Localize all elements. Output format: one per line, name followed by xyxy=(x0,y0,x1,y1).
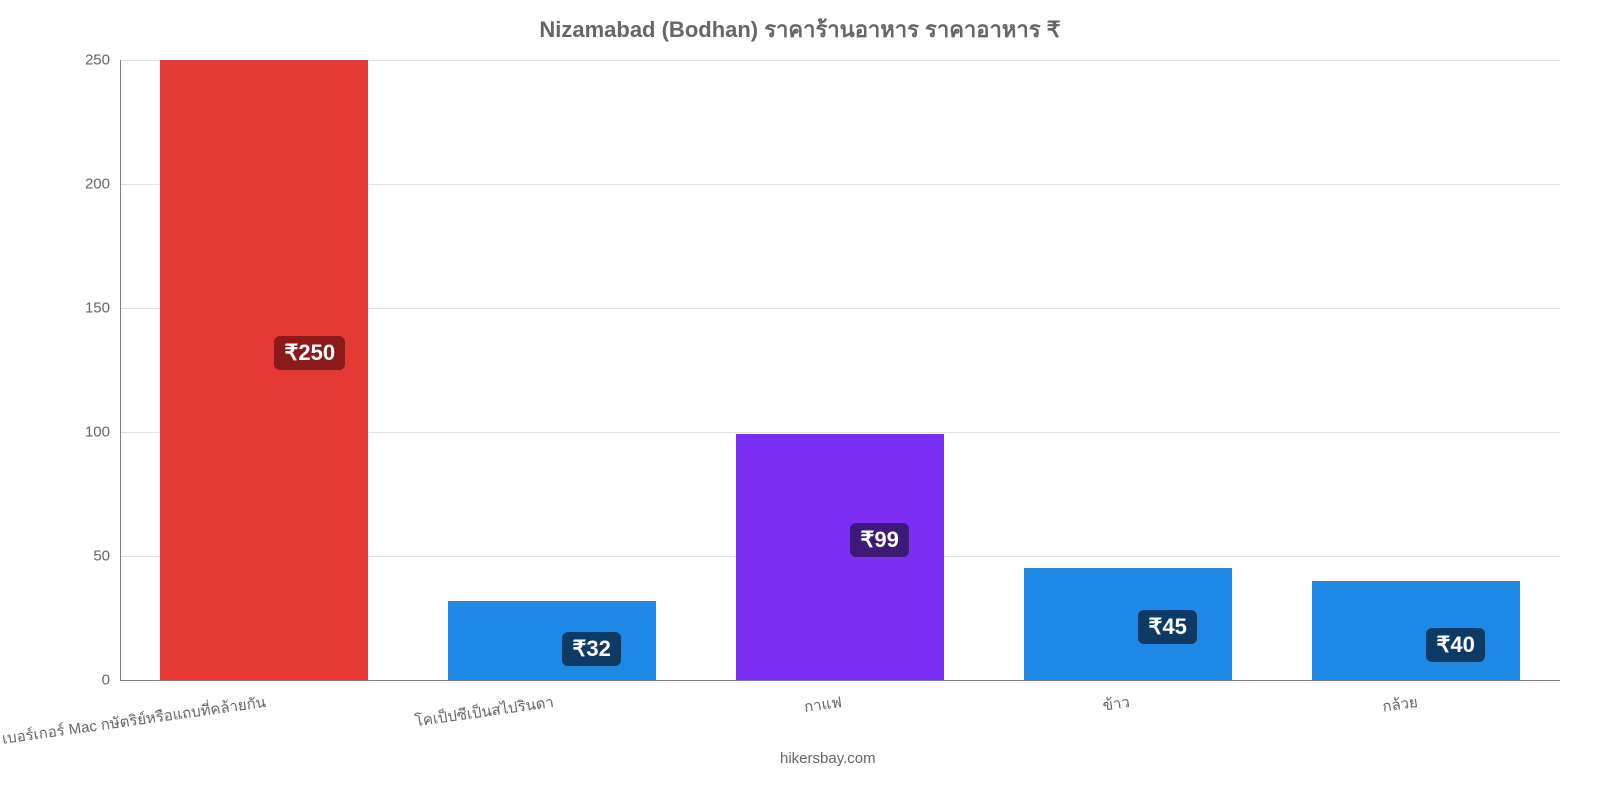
value-label: ₹250 xyxy=(274,336,345,370)
y-tick-label: 200 xyxy=(50,176,110,193)
bar xyxy=(1312,581,1519,680)
value-label: ₹32 xyxy=(562,632,620,666)
x-tick-label: โคเป็ปซีเป็นสไปรินดา xyxy=(255,690,555,756)
bar xyxy=(448,601,655,680)
y-axis xyxy=(120,60,121,680)
y-tick-label: 50 xyxy=(50,548,110,565)
chart-container: Nizamabad (Bodhan) ราคาร้านอาหาร ราคาอาห… xyxy=(0,0,1600,800)
y-tick-label: 0 xyxy=(50,672,110,689)
bar xyxy=(1024,568,1231,680)
x-axis xyxy=(120,680,1560,681)
chart-title: Nizamabad (Bodhan) ราคาร้านอาหาร ราคาอาห… xyxy=(0,12,1600,47)
source-label: hikersbay.com xyxy=(780,750,876,767)
y-tick-label: 150 xyxy=(50,300,110,317)
bar xyxy=(160,60,367,680)
value-label: ₹40 xyxy=(1426,628,1484,662)
x-tick-label: เบอร์เกอร์ Mac กษัตริย์หรือแถบที่คล้ายกั… xyxy=(0,690,267,756)
bar xyxy=(736,434,943,680)
x-tick-label: กล้วย xyxy=(1119,690,1419,756)
value-label: ₹45 xyxy=(1138,610,1196,644)
x-tick-label: ข้าว xyxy=(831,690,1131,756)
x-tick-label: กาแฟ xyxy=(543,690,843,756)
value-label: ₹99 xyxy=(850,523,908,557)
plot-area: 050100150200250₹250เบอร์เกอร์ Mac กษัตริ… xyxy=(120,60,1560,680)
y-tick-label: 250 xyxy=(50,52,110,69)
y-tick-label: 100 xyxy=(50,424,110,441)
